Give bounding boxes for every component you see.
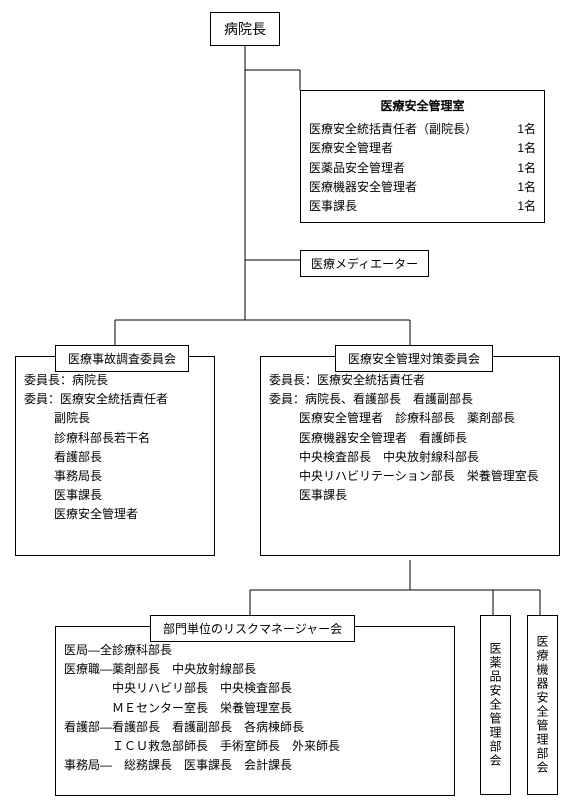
accident-member: 看護部長 (24, 448, 206, 467)
safety-member: 中央検査部長 中央放射線科部長 (269, 448, 551, 467)
drug-dept-box: 医薬品安全管理部会 (480, 615, 511, 795)
risk-manager-line: 医局―全診療科部長 (64, 641, 446, 660)
safety-office-row: 医事課長 1名 (309, 197, 536, 216)
safety-office-box: 医療安全管理室 医療安全統括責任者（副院長）1名医療安全管理者1名医薬品安全管理… (300, 90, 545, 223)
safety-office-row-label: 医療安全統括責任者（副院長） (309, 120, 477, 139)
accident-member: 副院長 (24, 409, 206, 428)
risk-manager-line: ＭＥセンター室長 栄養管理室長 (64, 699, 446, 718)
mediator-label: 医療メディエーター (311, 257, 418, 271)
safety-office-row: 医薬品安全管理者 1名 (309, 159, 536, 178)
safety-member: 中央リハビリテーション部長 栄養管理室長 (269, 467, 551, 486)
safety-office-row-label: 医療機器安全管理者 (309, 178, 417, 197)
safety-office-row-count: 1名 (517, 159, 536, 178)
accident-committee-title: 医療事故調査委員会 (68, 352, 176, 366)
mediator-box: 医療メディエーター (300, 250, 429, 277)
safety-office-row-count: 1名 (517, 139, 536, 158)
accident-chair: 委員長：病院長 (24, 371, 206, 390)
risk-manager-line: 医療職―薬剤部長 中央放射線部長 (64, 660, 446, 679)
accident-committee-title-box: 医療事故調査委員会 (55, 345, 189, 372)
device-dept-label: 医療機器安全管理部会 (535, 635, 549, 775)
risk-manager-line: 看護部―看護部長 看護副部長 各病棟師長 (64, 718, 446, 737)
safety-office-row: 医療安全管理者 1名 (309, 139, 536, 158)
accident-committee-box: 委員長：病院長 委員：医療安全統括責任者 副院長診療科部長若干名看護部長事務局長… (15, 356, 215, 556)
risk-manager-line: 中央リハビリ部長 中央検査部長 (64, 679, 446, 698)
risk-manager-title: 部門単位のリスクマネージャー会 (163, 622, 342, 636)
safety-office-row-count: 1名 (517, 120, 536, 139)
safety-office-row-count: 1名 (517, 197, 536, 216)
risk-manager-line: 事務局― 総務課長 医事課長 会計課長 (64, 756, 446, 775)
safety-committee-box: 委員長：医療安全統括責任者 委員：病院長、看護部長 看護副部長 医療安全管理者 … (260, 356, 560, 556)
safety-committee-title: 医療安全管理対策委員会 (348, 352, 480, 366)
safety-members-label: 委員：病院長、看護部長 看護副部長 (269, 390, 551, 409)
safety-member: 医療安全管理者 診療科部長 薬剤部長 (269, 409, 551, 428)
risk-manager-box: 医局―全診療科部長医療職―薬剤部長 中央放射線部長 中央リハビリ部長 中央検査部… (55, 626, 455, 796)
safety-office-row-label: 医事課長 (309, 197, 357, 216)
safety-member: 医事課長 (269, 486, 551, 505)
safety-committee-title-box: 医療安全管理対策委員会 (335, 345, 493, 372)
accident-member: 医療安全管理者 (24, 505, 206, 524)
safety-office-row: 医療安全統括責任者（副院長） 1名 (309, 120, 536, 139)
safety-chair: 委員長：医療安全統括責任者 (269, 371, 551, 390)
risk-manager-line: ＩＣＵ救急部師長 手術室師長 外来師長 (64, 737, 446, 756)
director-label: 病院長 (224, 21, 266, 37)
risk-manager-title-box: 部門単位のリスクマネージャー会 (150, 615, 355, 642)
device-dept-box: 医療機器安全管理部会 (527, 615, 558, 795)
accident-member: 診療科部長若干名 (24, 429, 206, 448)
accident-member: 医事課長 (24, 486, 206, 505)
safety-office-row: 医療機器安全管理者 1名 (309, 178, 536, 197)
safety-office-title: 医療安全管理室 (309, 97, 536, 116)
drug-dept-label: 医薬品安全管理部会 (488, 642, 502, 768)
accident-member: 事務局長 (24, 467, 206, 486)
director-box: 病院長 (210, 12, 280, 46)
safety-office-row-label: 医薬品安全管理者 (309, 159, 405, 178)
safety-member: 医療機器安全管理者 看護師長 (269, 429, 551, 448)
safety-office-row-count: 1名 (517, 178, 536, 197)
safety-office-row-label: 医療安全管理者 (309, 139, 393, 158)
accident-members-label: 委員：医療安全統括責任者 (24, 390, 206, 409)
